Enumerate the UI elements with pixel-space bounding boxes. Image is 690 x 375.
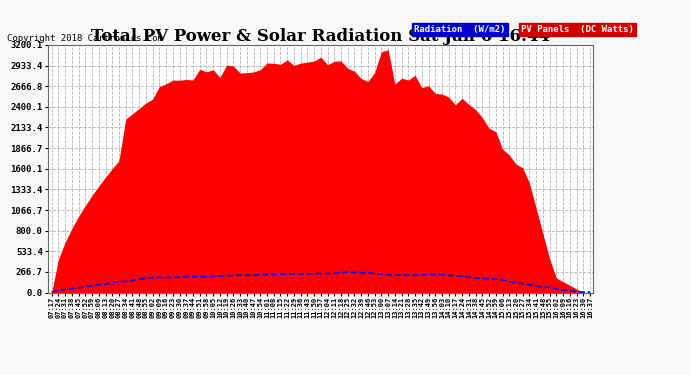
Text: Radiation  (W/m2): Radiation (W/m2) (414, 25, 505, 34)
Text: Copyright 2018 Cartronics.com: Copyright 2018 Cartronics.com (7, 34, 163, 43)
Text: PV Panels  (DC Watts): PV Panels (DC Watts) (521, 25, 634, 34)
Title: Total PV Power & Solar Radiation Sat Jan 6 16:44: Total PV Power & Solar Radiation Sat Jan… (91, 28, 551, 45)
